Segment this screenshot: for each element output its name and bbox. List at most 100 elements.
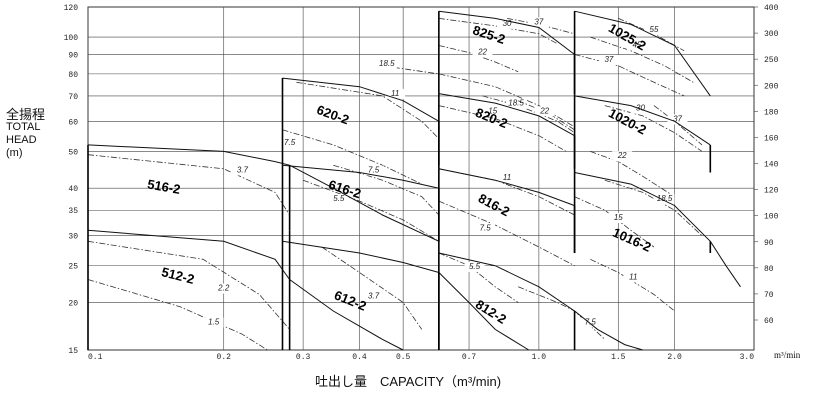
kw-line [590,36,694,83]
y-tick-label-left: 30 [68,233,78,242]
kw-label-bg [580,317,601,328]
y-tick-label-right: 100 [764,213,779,222]
kw-line [321,246,423,330]
model-label: 812-2 [473,297,509,327]
model-label: 816-2 [476,190,512,219]
head-curve [282,240,440,273]
kw-label-bg [232,165,253,176]
kw-label: 7.5 [284,138,296,147]
x-tick-label: 0.3 [296,353,311,362]
kw-label: 30 [636,104,645,113]
x-tick-label: 0.4 [352,353,367,362]
y-tick-label-left: 35 [68,207,78,216]
tick-labels: 0.1 0.2 0.3 0.4 0.5 0.7 1.0 1.5 2.0 3.0 120 100 90 80… [64,4,779,362]
model-region-border [87,144,291,231]
kw-line [87,279,268,351]
kw-label-bg [654,194,675,205]
kw-label: 1.5 [208,318,220,327]
kw-label-bg [213,283,234,294]
y-tick-label-left: 50 [68,148,78,157]
drop-curve [289,279,404,351]
x-tick-label: 0.5 [396,353,411,362]
kw-line [590,151,675,198]
y-tick-label-left: 70 [68,93,78,102]
x-axis-label: 吐出し量 CAPACITY（m³/min) [314,374,502,389]
x-tick-label: 1.5 [611,353,626,362]
model-label: 620-2 [315,102,351,127]
kw-label-bg [482,106,503,117]
y-tick-label-right: 90 [764,239,774,248]
model-region-border [438,253,576,350]
head-curve [282,77,440,122]
kw-label-bg [626,40,647,51]
y-tick-label-left: 60 [68,118,78,127]
y-tick-label-right: 60 [764,317,774,326]
kw-label: 7.5 [585,318,597,327]
kw-label: 11 [629,272,637,281]
x-tick-label: 0.7 [462,353,477,362]
kw-label: 7.5 [480,223,492,232]
head-curve [438,93,575,137]
kw-label-bg [472,47,493,58]
y-tick-label-right: 180 [764,108,779,117]
y-tick-label-right: 200 [764,82,779,91]
plot-frame [87,6,755,351]
y-tick-label-left: 25 [68,263,78,272]
y-tick-label-right: 80 [764,265,774,274]
kw-label-bg [608,212,629,223]
drop-curve [289,164,440,242]
kw-line [574,54,685,97]
kw-label: 37 [534,17,543,26]
head-curve [87,144,290,166]
kw-label: 37 [673,114,682,123]
model-region-border [573,11,576,96]
y-axis-label-line: (m) [6,147,23,159]
model-label: 512-2 [160,264,196,287]
y-tick-label-right: 160 [764,134,779,143]
kw-label: 7.5 [368,165,380,174]
y-tick-label-left: 80 [68,71,78,80]
y-axis-label-line: HEAD [6,134,37,146]
model-region-border [87,230,291,350]
kw-line [87,154,290,216]
kw-label-bg [497,173,518,184]
kw-label-bg [667,114,688,125]
x-tick-label: 0.1 [88,353,103,362]
y-tick-label-left: 90 [68,51,78,60]
head-curve [438,252,575,312]
y-tick-label-left: 120 [64,4,79,13]
model-label: 612-2 [332,287,368,313]
kw-line [438,200,575,267]
kw-label: 5.5 [469,262,481,271]
y-axis-label-line: 全揚程 [6,107,46,122]
y-axis-label: 全揚程 TOTAL HEAD (m) [6,108,45,160]
kw-label-bg [623,272,644,283]
kw-lines: 3.7 2.2 1.5 11 7.5 7.5 5.5 3.7 30 37 22 18.5 15 18.5 2… [87,17,703,351]
kw-label: 11 [391,89,399,98]
kw-label: 2.2 [217,284,230,293]
x-tick-label: 2.0 [667,353,682,362]
y-tick-label-right: 140 [764,161,779,170]
x-unit-label: m³/min [774,350,801,360]
kw-label-bg [363,291,384,302]
drop-curve [709,241,741,288]
kw-line [87,240,290,330]
y-tick-label-right: 70 [764,291,774,300]
y-tick-label-left: 15 [68,347,78,356]
kw-label-bg [203,317,224,328]
kw-label: 37 [604,55,613,64]
kw-label-bg [279,137,300,148]
kw-label: 30 [503,19,512,28]
y-tick-label-right: 250 [764,56,779,65]
kw-line [438,252,519,303]
kw-label: 45 [632,40,641,49]
kw-label: 3.7 [237,165,249,174]
head-curve [438,10,575,55]
grid [87,6,758,351]
kw-label-bg [328,194,349,205]
y-tick-label-left: 100 [64,34,79,43]
kw-line [590,258,675,312]
kw-label-bg [643,25,664,36]
kw-label-bg [475,223,496,234]
